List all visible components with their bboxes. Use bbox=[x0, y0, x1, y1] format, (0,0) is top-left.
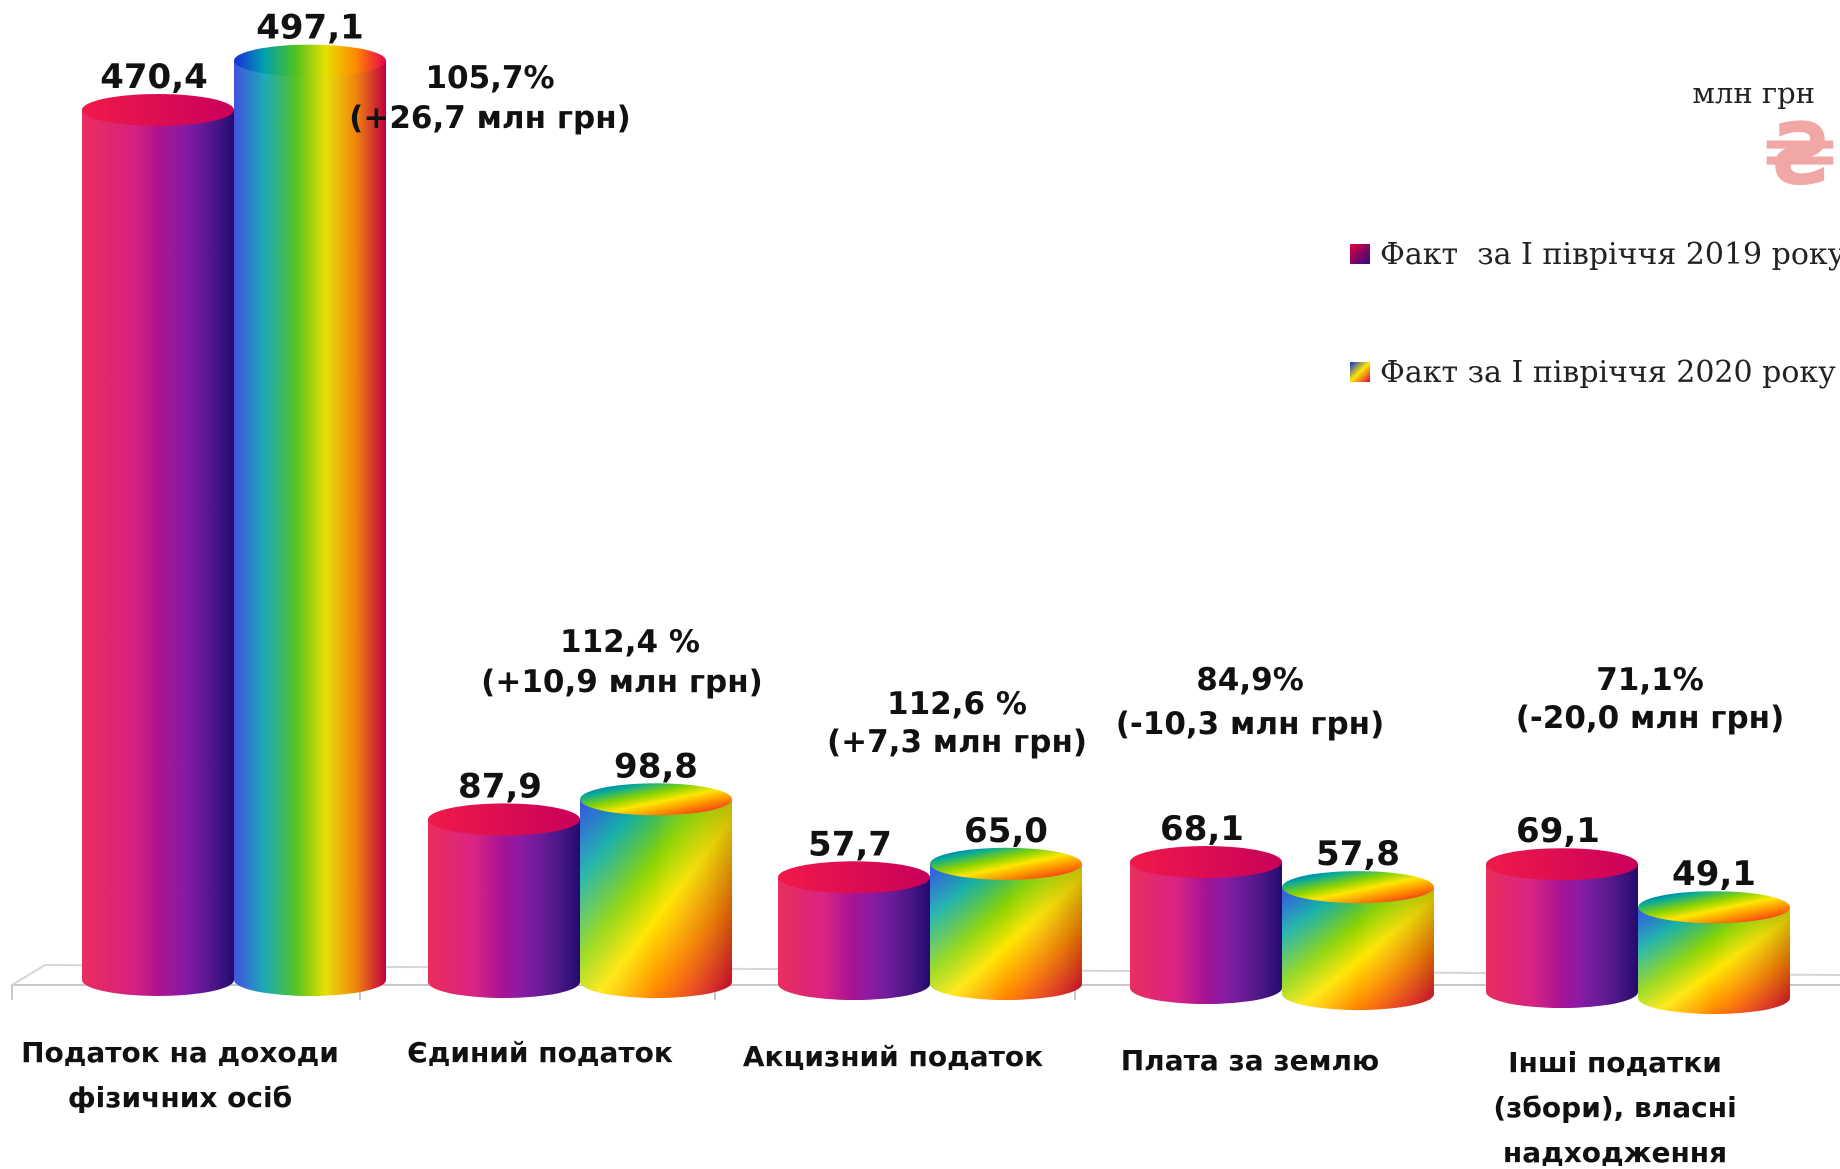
value-label-2019: 57,7 bbox=[808, 824, 892, 864]
change-delta: (+26,7 млн грн) bbox=[349, 100, 631, 136]
bar-2020 bbox=[1638, 891, 1790, 1014]
change-annotations: 105,7% (+26,7 млн грн) 112,4 % (+10,9 млн г… bbox=[349, 60, 1784, 760]
bars bbox=[82, 44, 1790, 1014]
legend-label-2020: Факт за І півріччя 2020 року bbox=[1380, 355, 1836, 390]
category-label: Акцизний податок bbox=[743, 1040, 1043, 1073]
value-label-2020: 57,8 bbox=[1316, 834, 1400, 874]
bar-2020 bbox=[580, 783, 732, 998]
change-percent: 112,4 % bbox=[560, 624, 700, 660]
bar-2019 bbox=[1486, 848, 1638, 1008]
category-label: Плата за землю bbox=[1121, 1044, 1380, 1077]
value-label-2019: 87,9 bbox=[458, 766, 542, 806]
change-delta: (-10,3 млн грн) bbox=[1116, 706, 1385, 742]
value-label-2020: 65,0 bbox=[964, 811, 1048, 851]
bar-2019 bbox=[428, 803, 580, 998]
value-label-2020: 98,8 bbox=[614, 746, 698, 786]
bar-2019 bbox=[1130, 846, 1282, 1004]
bar-2019 bbox=[778, 861, 930, 1000]
value-label-2020: 49,1 bbox=[1672, 854, 1756, 894]
change-delta: (+10,9 млн грн) bbox=[481, 664, 763, 700]
change-percent: 105,7% bbox=[425, 60, 554, 96]
category-label: фізичних осіб bbox=[68, 1081, 292, 1114]
unit-label: млн грн bbox=[1692, 76, 1815, 110]
change-delta: (-20,0 млн грн) bbox=[1516, 700, 1785, 736]
category-label: Податок на доходи bbox=[21, 1036, 339, 1069]
category-label: надходження bbox=[1503, 1136, 1727, 1169]
change-percent: 84,9% bbox=[1196, 662, 1304, 698]
category-label: Єдиний податок bbox=[407, 1036, 673, 1069]
legend: Факт за І півріччя 2019 року Факт за І п… bbox=[1350, 237, 1840, 390]
category-label: Інші податки bbox=[1508, 1046, 1722, 1079]
value-label-2020: 497,1 bbox=[256, 8, 364, 48]
value-label-2019: 69,1 bbox=[1516, 811, 1600, 851]
bar-2019 bbox=[82, 94, 234, 996]
category-labels: Податок на доходи фізичних осіб Єдиний под… bbox=[21, 1036, 1737, 1169]
legend-swatch-2019 bbox=[1350, 244, 1370, 264]
currency-icon: ₴ bbox=[1763, 105, 1837, 205]
value-labels: 470,4 497,1 87,9 98,8 57,7 65,0 68,1 57,8 69,1 49… bbox=[100, 8, 1756, 895]
bar-2020 bbox=[234, 44, 386, 996]
category-label: (збори), власні bbox=[1493, 1091, 1736, 1124]
change-delta: (+7,3 млн грн) bbox=[827, 724, 1087, 760]
bar-2020 bbox=[1282, 871, 1434, 1010]
bar-2020 bbox=[930, 847, 1082, 1000]
change-percent: 112,6 % bbox=[887, 686, 1027, 722]
value-label-2019: 470,4 bbox=[100, 57, 208, 97]
legend-label-2019: Факт за І півріччя 2019 року bbox=[1380, 237, 1840, 272]
legend-swatch-2020 bbox=[1350, 362, 1370, 382]
value-label-2019: 68,1 bbox=[1160, 809, 1244, 849]
change-percent: 71,1% bbox=[1596, 662, 1704, 698]
